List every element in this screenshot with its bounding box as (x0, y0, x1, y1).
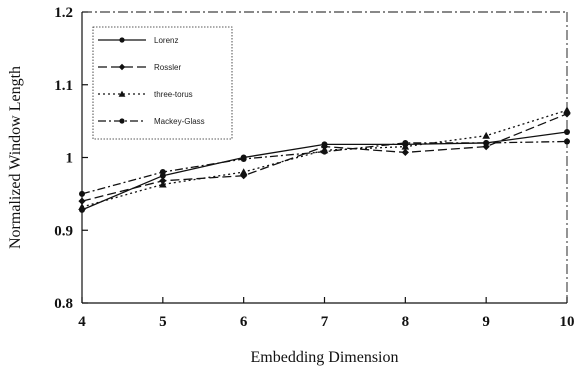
data-point-rossler (402, 149, 409, 156)
x-tick-label: 6 (240, 314, 248, 330)
x-axis-label: Embedding Dimension (251, 349, 399, 366)
data-point-lorenz (564, 129, 570, 135)
data-point-three-torus (240, 168, 248, 175)
data-point-mackey-glass (402, 140, 408, 146)
data-point-three-torus (563, 106, 571, 113)
x-tick-label: 9 (482, 314, 490, 330)
x-tick-label: 5 (159, 314, 167, 330)
x-tick-label: 7 (321, 314, 329, 330)
legend-label-rossler: Rossler (154, 63, 181, 72)
legend-label-mackey-glass: Mackey-Glass (154, 117, 205, 126)
y-tick-label: 0.9 (54, 223, 73, 239)
x-tick-label: 4 (78, 314, 86, 330)
y-tick-label: 1 (66, 151, 74, 167)
legend-label-three-torus: three-torus (154, 90, 193, 99)
data-point-mackey-glass (160, 169, 166, 175)
legend: Lorenz Rossler three-torus Mackey-Glass (93, 27, 232, 139)
x-tick-label: 8 (402, 314, 410, 330)
y-axis-label: Normalized Window Length (7, 66, 24, 249)
legend-marker-mackey-glass (119, 118, 124, 123)
y-axis-ticks: 0.8 0.9 1 1.1 1.2 (54, 5, 88, 312)
data-point-mackey-glass (79, 191, 85, 197)
y-tick-label: 1.1 (54, 78, 73, 94)
x-tick-label: 10 (560, 314, 575, 330)
data-point-mackey-glass (322, 149, 328, 155)
data-point-three-torus (482, 132, 490, 139)
x-axis-ticks: 4 5 6 7 8 9 10 (78, 297, 574, 330)
y-tick-label: 0.8 (54, 296, 73, 312)
legend-marker-lorenz (119, 37, 124, 42)
data-point-mackey-glass (483, 140, 489, 146)
data-point-mackey-glass (241, 156, 247, 162)
data-point-three-torus (78, 203, 86, 210)
data-point-mackey-glass (564, 138, 570, 144)
series-lorenz (79, 129, 570, 213)
y-tick-label: 1.2 (54, 5, 73, 21)
legend-label-lorenz: Lorenz (154, 36, 178, 45)
